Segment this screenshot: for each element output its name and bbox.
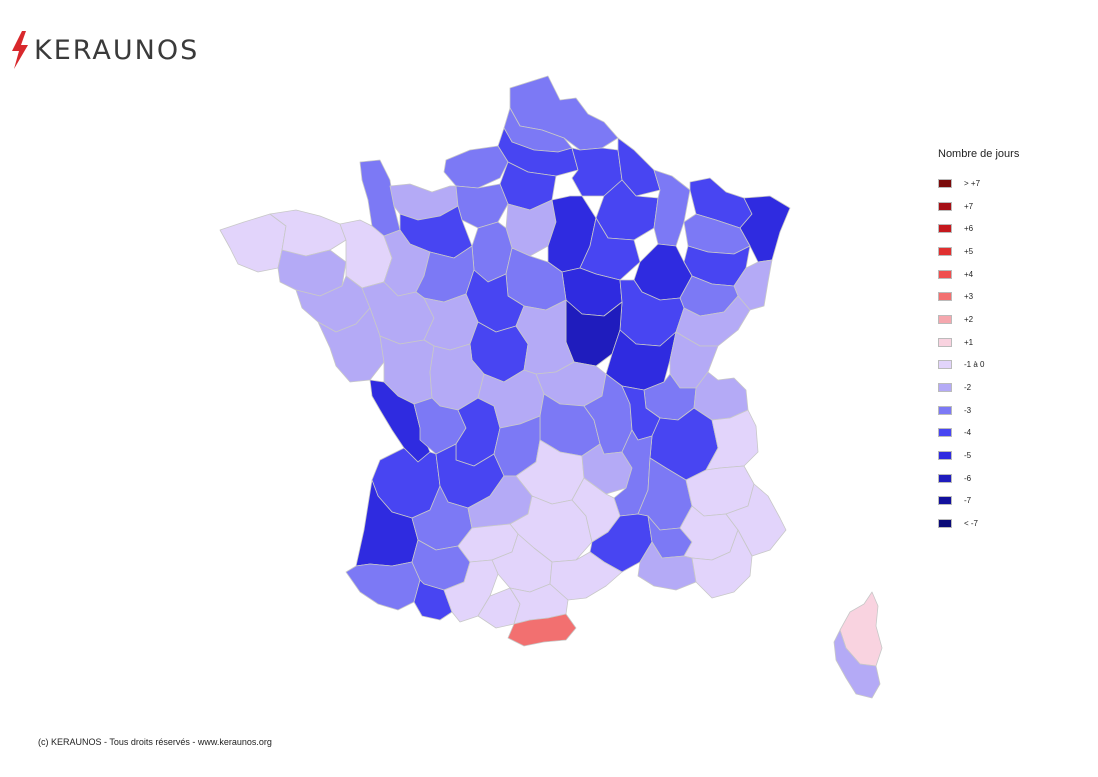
region-eure [455,183,509,229]
region-haute-garonne [443,559,499,623]
legend-swatch [938,201,952,211]
region-alpes-maritimes [725,483,787,557]
legend-label: +2 [964,314,974,324]
legend-swatch [938,496,952,506]
legend-swatch [938,314,952,324]
region-savoie [705,409,759,471]
lightning-bolt-icon [12,31,28,69]
legend-label: > +7 [964,178,981,188]
legend-label: -2 [964,383,972,393]
legend-item: +3 [938,285,1078,308]
keraunos-logo: KERAUNOS [10,30,199,70]
legend-item: -6 [938,467,1078,490]
legend-item: -1 à 0 [938,354,1078,377]
legend-swatch [938,292,952,302]
region-meuse [653,169,691,247]
region-finistere [219,213,287,273]
legend-swatch [938,269,952,279]
legend-swatch [938,473,952,483]
legend-swatch [938,405,952,415]
legend: Nombre de jours > +7 +7 +6 +5 +4 +3 +2 +1 -1 à 0… [938,148,1078,535]
legend-label: -4 [964,428,972,438]
legend-item: +4 [938,263,1078,286]
brand-name: KERAUNOS [34,34,200,66]
legend-label: -3 [964,405,972,415]
legend-item: > +7 [938,172,1078,195]
legend-item: -7 [938,490,1078,513]
legend-swatch [938,178,952,188]
region-morbihan [277,249,347,297]
legend-label: < -7 [964,519,979,529]
legend-item: -2 [938,376,1078,399]
legend-swatch [938,224,952,234]
legend-item: +1 [938,331,1078,354]
legend-swatch [938,383,952,393]
legend-item: +7 [938,195,1078,218]
copyright-text: (c) KERAUNOS - Tous droits réservés - ww… [38,737,272,747]
region-pyrenees-atlantiques [345,561,421,611]
legend-item: +2 [938,308,1078,331]
legend-label: +7 [964,201,974,211]
legend-label: +6 [964,224,974,234]
legend-item: -3 [938,399,1078,422]
legend-label: -1 à 0 [964,360,985,370]
region-cher [515,299,575,375]
legend-swatch [938,451,952,461]
legend-swatch [938,337,952,347]
legend-items: > +7 +7 +6 +5 +4 +3 +2 +1 -1 à 0 -2 -3 -4 -5 -6 -7 < -7 [938,172,1078,535]
legend-swatch [938,360,952,370]
legend-label: -5 [964,451,972,461]
region-corse-du-sud [833,629,881,699]
legend-swatch [938,246,952,256]
legend-label: +1 [964,337,974,347]
legend-item: -4 [938,422,1078,445]
legend-title: Nombre de jours [938,148,1020,160]
legend-label: +3 [964,292,974,302]
legend-label: +5 [964,246,974,256]
region-seine-maritime [443,145,509,189]
legend-item: < -7 [938,512,1078,535]
legend-item: -5 [938,444,1078,467]
legend-label: -6 [964,473,972,483]
legend-item: +6 [938,217,1078,240]
region-ardennes [617,137,661,197]
region-indre-et-loire [423,293,479,351]
legend-label: -7 [964,496,972,506]
legend-item: +5 [938,240,1078,263]
region-pyrenees-orientales [507,613,577,647]
legend-swatch [938,519,952,529]
region-var [691,529,753,599]
legend-label: +4 [964,269,974,279]
legend-swatch [938,428,952,438]
